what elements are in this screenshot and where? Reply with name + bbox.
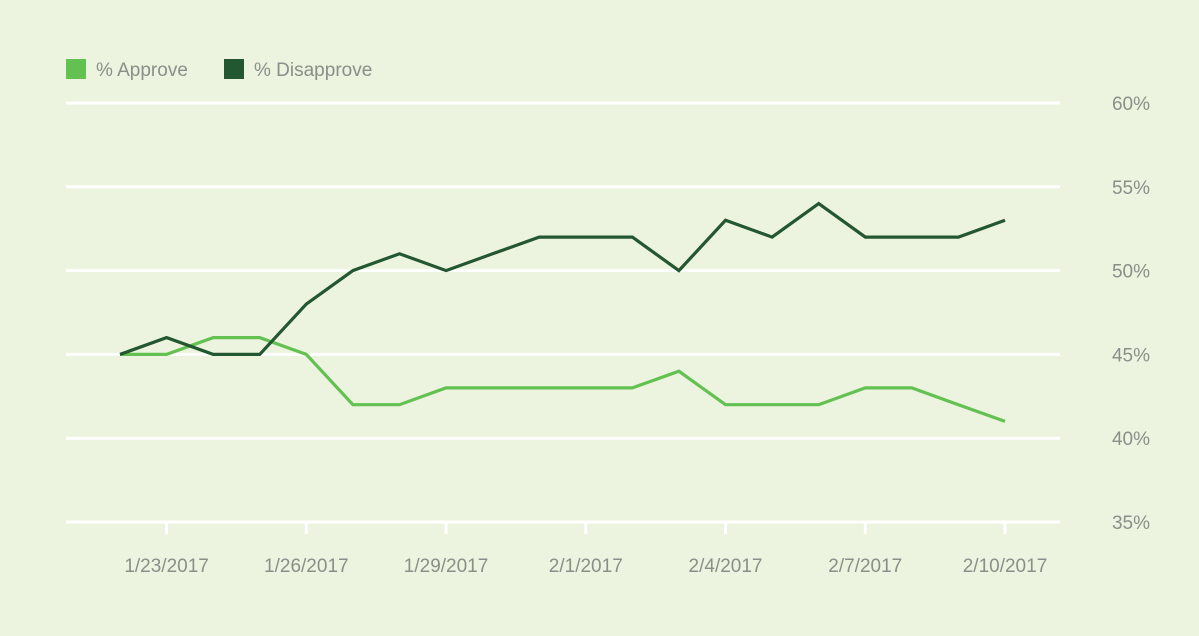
y-axis: 60% 55% 50% 45% 40% 35% (1112, 94, 1150, 534)
legend-label-approve: % Approve (96, 60, 188, 81)
series-line-approve (120, 336, 1006, 423)
gridlines (66, 101, 1060, 524)
x-tick-label: 2/7/2017 (828, 556, 902, 577)
x-tick-label: 2/1/2017 (549, 556, 623, 577)
series-lines (119, 201, 1006, 423)
x-tick-label: 2/10/2017 (963, 556, 1048, 577)
y-tick-label: 45% (1112, 345, 1150, 366)
legend: % Approve % Disapprove (66, 59, 372, 81)
series-line-disapprove (119, 201, 1006, 356)
y-tick-label: 60% (1112, 94, 1150, 115)
y-tick-label: 40% (1112, 429, 1150, 450)
legend-swatch-disapprove (224, 59, 244, 79)
x-tick-label: 1/23/2017 (124, 556, 209, 577)
x-tick-label: 1/26/2017 (264, 556, 349, 577)
x-tick-label: 1/29/2017 (404, 556, 489, 577)
y-tick-label: 50% (1112, 262, 1150, 283)
x-axis: 1/23/2017 1/26/2017 1/29/2017 2/1/2017 2/4/2… (124, 522, 1047, 577)
y-tick-label: 35% (1112, 513, 1150, 534)
legend-label-disapprove: % Disapprove (254, 60, 372, 81)
y-tick-label: 55% (1112, 178, 1150, 199)
x-tick-label: 2/4/2017 (689, 556, 763, 577)
legend-swatch-approve (66, 59, 86, 79)
